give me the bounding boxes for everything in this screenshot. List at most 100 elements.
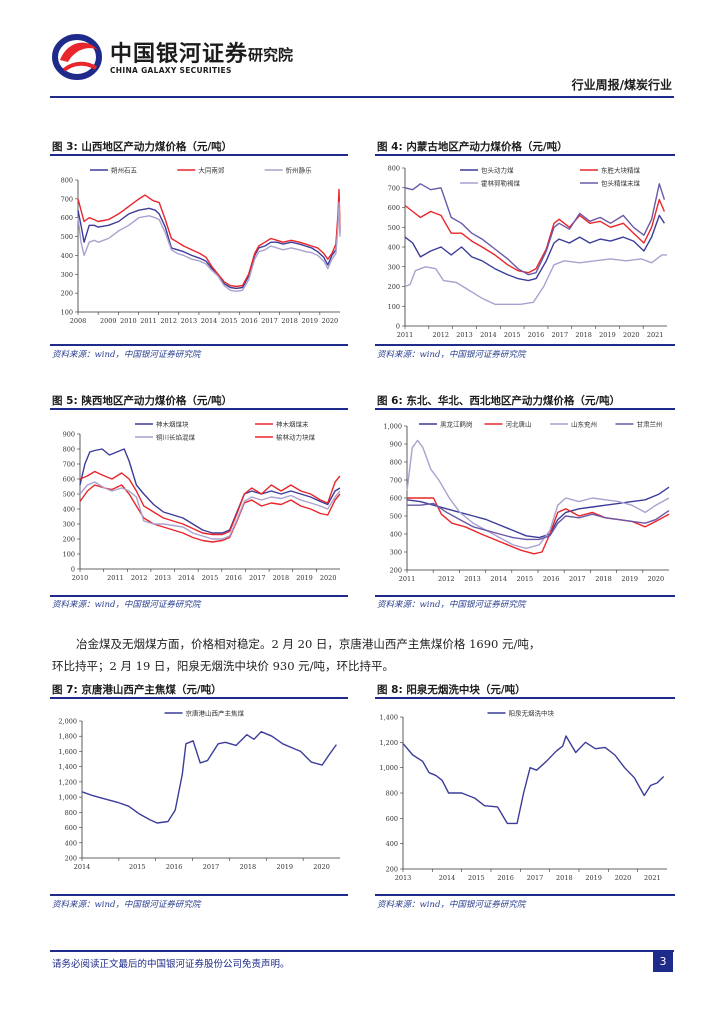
fig4-title: 图 4: 内蒙古地区产动力煤价格（元/吨） [377, 141, 568, 153]
disclaimer: 请务必阅读正文最后的中国银河证券股份公司免责声明。 [52, 959, 290, 970]
fig3-x-tick-label: 2018 [281, 317, 298, 325]
fig8-x-tick-label: 2013 [395, 874, 412, 882]
fig3-x-tick-label: 2008 [70, 317, 87, 325]
fig5-legend-label: 神木烟煤末 [276, 420, 309, 429]
fig8-y-tick-label: 400 [386, 840, 398, 848]
fig4-y-tick-label: 100 [388, 303, 400, 311]
fig8-x-tick-label: 2019 [585, 874, 602, 882]
fig3-series-line-3 [77, 201, 341, 292]
fig5-series-line-3 [79, 481, 341, 540]
logo-en: CHINA GALAXY SECURITIES [110, 66, 232, 75]
fig3-x-tick-label: 2011 [140, 317, 157, 325]
fig5-y-tick-label: 900 [63, 431, 75, 439]
fig7-x-tick-label: 2018 [240, 863, 257, 871]
fig5-x-tick-label: 2017 [249, 574, 266, 582]
fig5-x-tick-label: 2012 [131, 574, 148, 582]
fig3-x-tick-label: 2010 [120, 317, 137, 325]
fig7-x-tick-label: 2017 [203, 863, 220, 871]
fig5-legend-label: 榆林动力块煤 [276, 433, 316, 442]
fig4-y-tick-label: 500 [388, 224, 400, 232]
fig4-chart: 0 100 200 300 400 500 600 700 800 2011 2012 2013 201… [388, 165, 667, 339]
fig5-x-tick-label: 2010 [72, 574, 89, 582]
fig5-x-tick-label: 2020 [320, 574, 337, 582]
fig4-x-tick-label: 2019 [599, 331, 616, 339]
fig8-x-tick-label: 2016 [497, 874, 514, 882]
fig8-y-tick-label: 1,000 [379, 764, 398, 772]
fig8-y-tick-label: 800 [386, 790, 398, 798]
fig4-x-tick-label: 2012 [432, 331, 449, 339]
galaxy-logo-icon [52, 34, 102, 80]
fig4-series-line-3 [404, 254, 667, 305]
paragraph-line-2: 环比持平；2 月 19 日，阳泉无烟洗中块价 930 元/吨，环比持平。 [52, 659, 395, 673]
fig7-x-tick-label: 2016 [166, 863, 183, 871]
fig7-y-tick-label: 2,000 [58, 718, 77, 726]
fig7-y-tick-label: 800 [65, 809, 77, 817]
fig8-y-tick-label: 1,200 [379, 739, 398, 747]
fig8-legend-label: 阳泉无烟洗中块 [508, 709, 554, 718]
fig5-y-tick-label: 500 [63, 491, 75, 499]
fig5-y-tick-label: 600 [63, 476, 75, 484]
fig7-x-tick-label: 2019 [276, 863, 293, 871]
fig7-x-tick-label: 2020 [313, 863, 330, 871]
fig3-legend-label: 忻州静乐 [286, 166, 313, 175]
fig8-x-tick-label: 2020 [615, 874, 632, 882]
fig5-legend-label: 铜川长焰混煤 [156, 433, 196, 442]
fig7-y-tick-label: 1,000 [58, 794, 77, 802]
fig6-legend-label: 黑龙江鹤岗 [440, 420, 473, 429]
fig7-y-tick-label: 200 [65, 855, 77, 863]
fig7-y-tick-label: 1,600 [58, 748, 77, 756]
fig6-bottom-rule [375, 595, 675, 597]
fig6-y-tick-label: 200 [390, 567, 402, 575]
fig8-x-tick-label: 2018 [556, 874, 573, 882]
fig5-title: 图 5: 陕西地区产动力煤价格（元/吨） [52, 395, 233, 407]
fig3-x-tick-label: 2013 [181, 317, 198, 325]
fig3-y-tick-label: 100 [61, 309, 73, 317]
fig8-x-tick-label: 2017 [527, 874, 544, 882]
fig7-y-tick-label: 400 [65, 839, 77, 847]
fig4-x-tick-label: 2016 [528, 331, 545, 339]
fig3-y-tick-label: 600 [61, 214, 73, 222]
fig7-bottom-rule [50, 894, 348, 896]
fig6-series-line-4 [407, 502, 670, 541]
fig6-y-tick-label: 900 [390, 441, 402, 449]
fig3-y-tick-label: 400 [61, 252, 73, 260]
fig4-legend-label: 东胜大块精煤 [601, 166, 641, 175]
fig6-x-tick-label: 2016 [543, 575, 560, 583]
logo: 中国银河证券 CHINA GALAXY SECURITIES 研究院 [50, 30, 320, 85]
fig8-y-tick-label: 200 [386, 866, 398, 874]
fig8-y-tick-label: 1,400 [379, 714, 398, 722]
fig5-y-tick-label: 800 [63, 446, 75, 454]
fig6-y-tick-label: 500 [390, 513, 402, 521]
fig7-y-tick-label: 600 [65, 824, 77, 832]
fig4-x-tick-label: 2018 [575, 331, 592, 339]
fig4-bottom-rule [375, 344, 675, 346]
fig3-x-tick-label: 2016 [241, 317, 258, 325]
fig5-y-tick-label: 300 [63, 521, 75, 529]
fig3-series-line-1 [77, 198, 341, 290]
fig6-y-tick-label: 600 [390, 495, 402, 503]
fig7-legend-label: 京唐港山西产主焦煤 [186, 709, 245, 718]
fig6-x-tick-label: 2018 [595, 575, 612, 583]
fig4-series-line-2 [404, 198, 666, 274]
fig8-title: 图 8: 阳泉无烟洗中块（元/吨） [377, 684, 526, 696]
fig6-title: 图 6: 东北、华北、西北地区产动力煤价格（元/吨） [377, 395, 621, 407]
page-number: 3 [653, 952, 673, 972]
fig6-x-tick-label: 2020 [648, 575, 665, 583]
fig6-y-tick-label: 400 [390, 531, 402, 539]
fig3-y-tick-label: 800 [61, 177, 73, 185]
fig8-rule [375, 697, 675, 699]
fig6-y-tick-label: 1,000 [383, 423, 402, 431]
fig5-y-tick-label: 400 [63, 506, 75, 514]
fig3-x-tick-label: 2014 [201, 317, 218, 325]
fig3-series-line-2 [77, 188, 341, 288]
fig3-chart: 100 200 300 400 500 600 700 800 2008 2009 2010 2011… [61, 166, 341, 325]
fig6-legend-label: 山东兖州 [571, 420, 597, 429]
fig8-x-tick-label: 2015 [468, 874, 485, 882]
fig5-x-tick-label: 2014 [178, 574, 195, 582]
fig5-source: 资料来源：wind，中国银河证券研究院 [52, 600, 201, 610]
fig6-x-tick-label: 2017 [569, 575, 586, 583]
fig3-y-tick-label: 300 [61, 271, 73, 279]
fig8-source: 资料来源：wind，中国银河证券研究院 [377, 900, 526, 910]
fig6-series-line-1 [406, 486, 670, 539]
fig8-y-tick-label: 600 [386, 815, 398, 823]
